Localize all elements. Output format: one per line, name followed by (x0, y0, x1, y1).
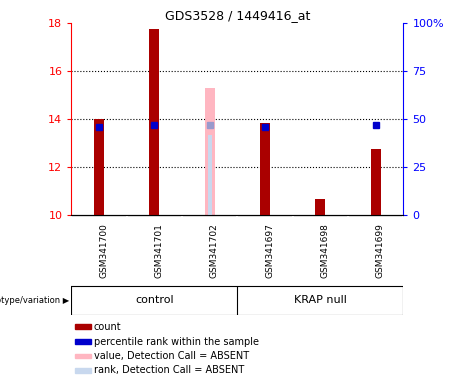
Bar (75, 324, 91, 329)
Text: GSM341701: GSM341701 (154, 223, 164, 278)
Text: rank, Detection Call = ABSENT: rank, Detection Call = ABSENT (94, 365, 244, 375)
Bar (207, 135, 212, 215)
Text: KRAP null: KRAP null (294, 295, 347, 306)
Bar (94, 119, 104, 215)
Text: GSM341700: GSM341700 (99, 223, 108, 278)
Text: GSM341699: GSM341699 (376, 223, 385, 278)
Text: value, Detection Call = ABSENT: value, Detection Call = ABSENT (94, 351, 249, 361)
Bar (75, 339, 91, 344)
Text: GSM341702: GSM341702 (210, 223, 219, 278)
Bar (371, 149, 381, 215)
Text: GSM341697: GSM341697 (265, 223, 274, 278)
Bar (315, 199, 325, 215)
Text: genotype/variation ▶: genotype/variation ▶ (0, 296, 69, 305)
Bar (149, 29, 160, 215)
Text: percentile rank within the sample: percentile rank within the sample (94, 337, 259, 347)
Bar (260, 122, 270, 215)
Bar (75, 368, 91, 372)
Text: GSM341698: GSM341698 (320, 223, 330, 278)
Bar (205, 88, 215, 215)
Bar (75, 354, 91, 358)
Title: GDS3528 / 1449416_at: GDS3528 / 1449416_at (165, 9, 310, 22)
Text: count: count (94, 321, 121, 332)
Text: control: control (135, 295, 174, 306)
